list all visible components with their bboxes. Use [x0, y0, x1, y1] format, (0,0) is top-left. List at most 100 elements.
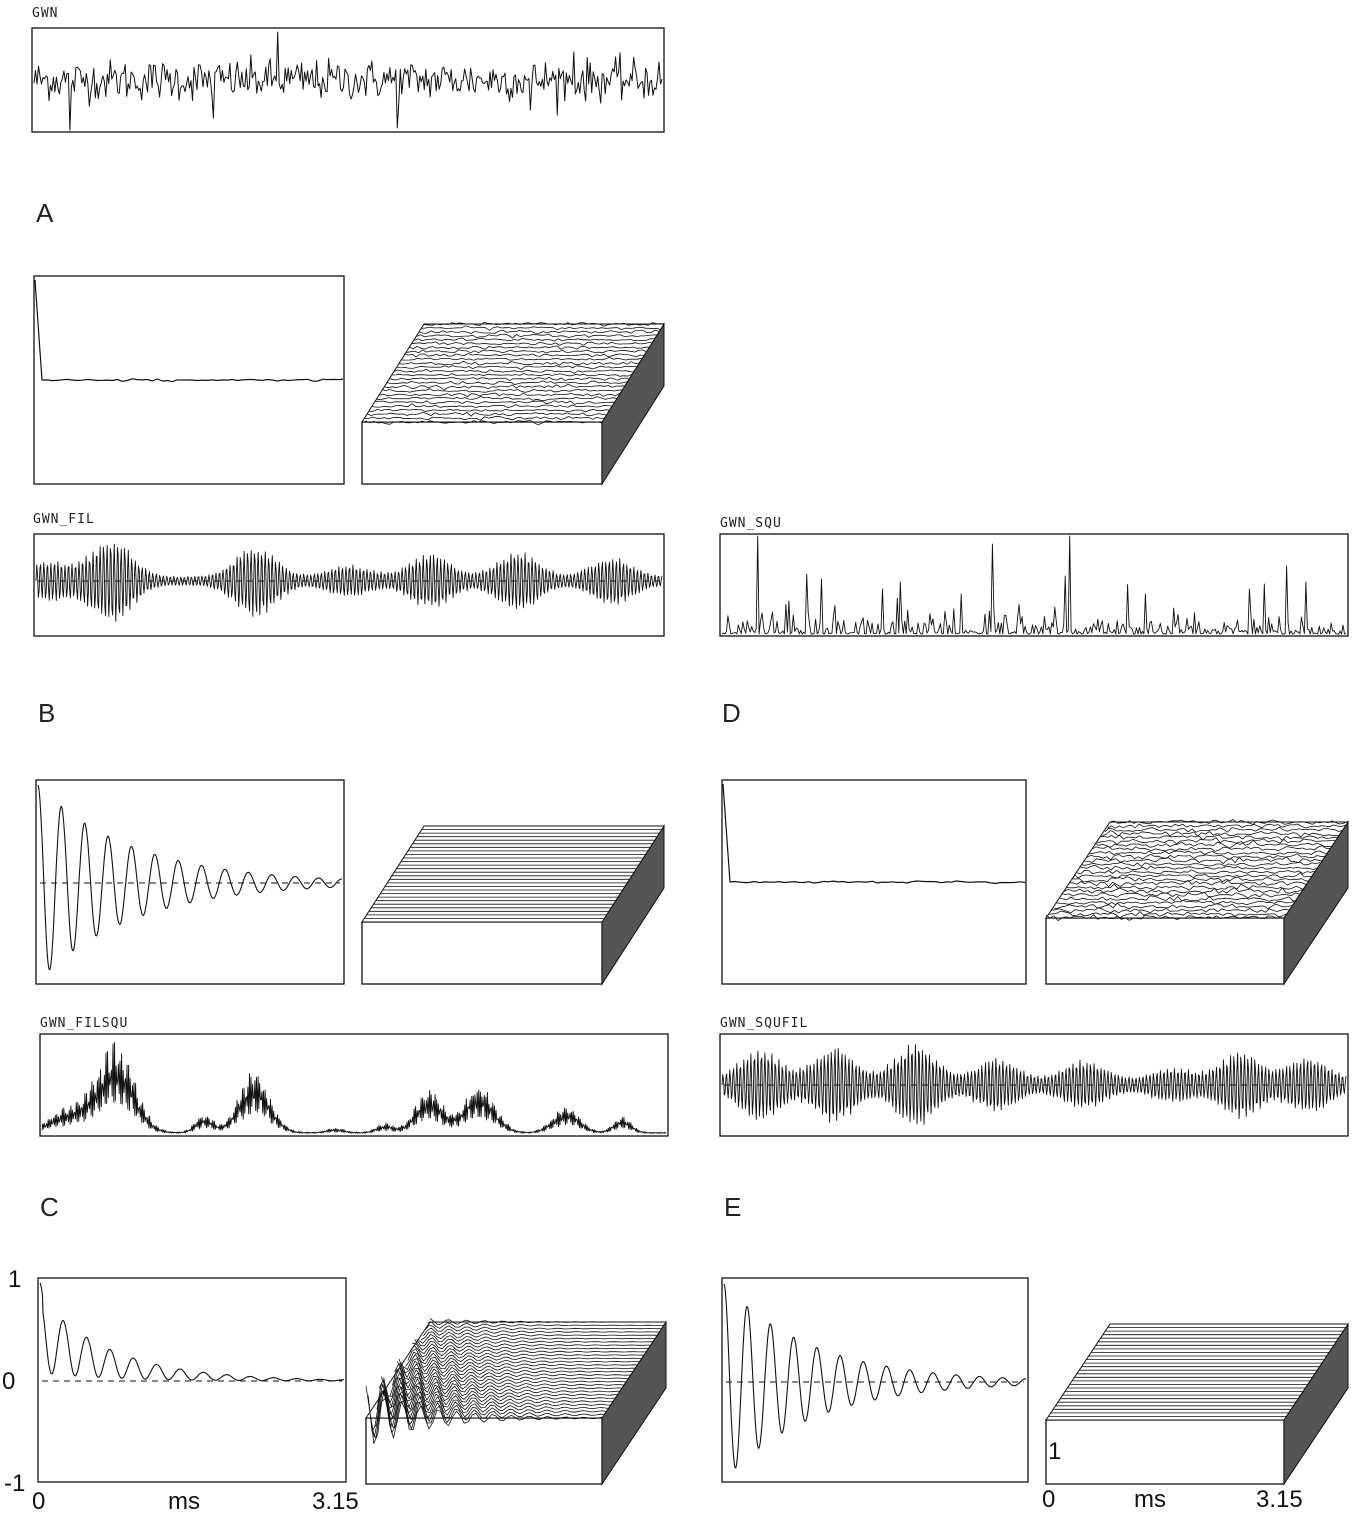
- panel-a-box-surface-line: [406, 349, 647, 354]
- gwn-squ-trace: [721, 535, 1347, 635]
- panel-d-box-surface-line: [1056, 900, 1295, 906]
- gwn-filsqu-frame: [39, 1033, 669, 1137]
- panel-d-box-surface-line: [1051, 907, 1290, 914]
- panel-c-box-surface-line: [370, 1390, 607, 1438]
- panel-letter-d: D: [722, 698, 741, 728]
- panel-d-box-front-face: [1045, 917, 1285, 985]
- panel-d-correlation-trace: [722, 783, 1026, 885]
- panel-e-frame: [721, 1277, 1029, 1483]
- panel-a-box-surface-line: [404, 353, 645, 358]
- panel-c-box-surface-line: [423, 1327, 660, 1336]
- panel-d-box-surface-line: [1048, 910, 1287, 919]
- panel-d-box-surface-line: [1097, 837, 1336, 845]
- panel-d-box-surface-line: [1076, 869, 1315, 875]
- panel-d-box-surface-line: [1069, 879, 1308, 887]
- panel-a-box-surface-line: [361, 419, 603, 426]
- panel-letter-b: B: [38, 698, 56, 728]
- panel-c-box-surface-line: [427, 1321, 664, 1329]
- panel-c-box-surface-line: [381, 1376, 618, 1409]
- panel-c-box-surface-line: [383, 1377, 620, 1407]
- panel-a-box-surface-line: [396, 365, 637, 370]
- e-x-end-label: 3.15: [1256, 1486, 1303, 1513]
- panel-c-box-surface-line: [385, 1377, 622, 1404]
- panel-c-box-surface-line: [376, 1384, 614, 1418]
- panel-c-box-surface-line: [389, 1369, 627, 1396]
- gwn-filsqu-trace: [41, 1041, 667, 1134]
- panel-a-box-surface-line: [413, 337, 655, 342]
- panel-c-box-surface-line: [372, 1388, 609, 1431]
- panel-b-box-front-face: [361, 921, 603, 985]
- panel-c-box-surface-line: [378, 1379, 616, 1415]
- panel-a-box-surface-line: [418, 329, 660, 334]
- panel-d-box-surface-line: [1045, 914, 1285, 921]
- panel-d-box-surface-line: [1109, 819, 1349, 825]
- panel-d-box-surface-line: [1053, 902, 1292, 910]
- panel-c-box-surface-line: [429, 1318, 667, 1326]
- panel-c-box-surface-line: [409, 1344, 647, 1357]
- panel-c-box-surface-line: [418, 1334, 656, 1344]
- panel-a-box-surface-line: [384, 383, 625, 391]
- panel-e-correlation-trace: [723, 1283, 1027, 1469]
- panel-d-box-surface-line: [1073, 872, 1313, 879]
- panel-d-box-surface-line: [1079, 864, 1318, 871]
- panel-d-box-surface-line: [1084, 856, 1323, 864]
- panel-a-box-surface-line: [364, 415, 605, 421]
- panel-c-correlation-trace: [39, 1282, 345, 1382]
- panel-a-box-surface-line: [376, 396, 617, 401]
- e-x-unit-label: ms: [1134, 1486, 1166, 1513]
- trace-label-gwn-squfil: GWN_SQUFIL: [720, 1016, 809, 1031]
- c-y-min-label: -1: [4, 1470, 26, 1497]
- panel-a-box-surface-line: [399, 360, 640, 366]
- panel-a-box-surface-line: [416, 333, 657, 339]
- panel-d-box-surface-line: [1058, 895, 1297, 902]
- panel-c-box-surface-line: [416, 1337, 653, 1347]
- panel-c-box-surface-line: [396, 1361, 633, 1380]
- trace-label-gwn-filsqu: GWN_FILSQU: [40, 1016, 129, 1031]
- panel-d-box-surface-line: [1099, 834, 1338, 841]
- panel-d-box-surface-line: [1104, 826, 1344, 833]
- panel-d-box-surface-line: [1086, 853, 1326, 861]
- panel-a-box-surface-line: [401, 356, 642, 361]
- panel-c-box-surface-line: [392, 1368, 629, 1389]
- panel-c-box-surface-line: [420, 1331, 658, 1341]
- panel-c-box-surface-line: [388, 1372, 625, 1397]
- panel-a-box-surface-line: [386, 380, 627, 386]
- panel-d-box-surface-line: [1107, 823, 1346, 829]
- panel-a-correlation-trace: [34, 279, 344, 383]
- c-x-unit-label: ms: [168, 1488, 200, 1515]
- panel-a-box-surface-line: [391, 373, 632, 377]
- c-x-end-label: 3.15: [312, 1488, 359, 1515]
- gwn-squfil-trace: [721, 1044, 1347, 1125]
- panel-d-box-surface-line: [1091, 845, 1331, 852]
- panel-letter-a: A: [36, 198, 54, 228]
- panel-c-box-surface-line: [374, 1383, 611, 1428]
- panel-a-box-surface-line: [371, 403, 612, 409]
- gwn-squ-frame: [719, 533, 1349, 637]
- panel-c-box-surface-line: [425, 1324, 662, 1332]
- e-surface-label: 1: [1048, 1438, 1062, 1465]
- panel-e-box-front-face: [1045, 1419, 1285, 1485]
- panel-a-box-surface-line: [394, 368, 635, 374]
- panel-d-box-surface-line: [1094, 840, 1333, 849]
- panel-c-box-surface-line: [407, 1348, 644, 1362]
- panel-a-box-front-face: [361, 421, 603, 485]
- gwn-squfil-frame: [719, 1033, 1349, 1137]
- panel-d-box-surface-line: [1066, 883, 1305, 891]
- gwn-trace: [33, 31, 663, 131]
- c-y-max-label: 1: [8, 1266, 22, 1293]
- panel-a-box-surface-line: [389, 376, 630, 382]
- panel-a-box-surface-line: [366, 411, 608, 417]
- panel-a-frame: [33, 275, 345, 485]
- panel-c-box-surface-line: [412, 1342, 649, 1354]
- panel-b-correlation-trace: [37, 784, 343, 971]
- panel-a-box-surface-line: [408, 345, 650, 350]
- panel-a-box-surface-line: [421, 325, 662, 331]
- c-x-start-label: 0: [32, 1488, 46, 1515]
- gwn-fil-frame: [33, 533, 665, 637]
- panel-c-box-surface-line: [367, 1391, 605, 1439]
- panel-a-box-surface-line: [423, 321, 665, 327]
- panel-c-frame: [37, 1277, 347, 1483]
- panel-d-frame: [721, 779, 1027, 985]
